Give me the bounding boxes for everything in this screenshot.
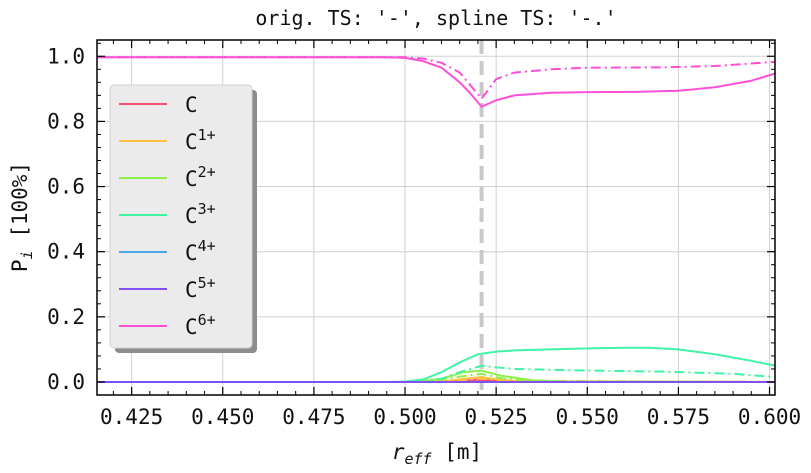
tick-labels: 0.425 0.450 0.475 0.500 0.525 0.550 0.575 0.600… [47,44,801,429]
legend-label: C4+ [185,237,216,265]
ticks [97,40,775,396]
x-tick-label: 0.575 [647,405,710,429]
x-tick-label: 0.525 [465,405,528,429]
y-tick-label: 0.0 [47,370,85,394]
x-tick-label: 0.600 [738,405,801,429]
x-tick-label: 0.450 [191,405,254,429]
x-tick-label: 0.425 [100,405,163,429]
legend-label: C [185,93,198,117]
series-c6plus-spline-line [97,56,775,100]
x-tick-label: 0.475 [282,405,345,429]
series-c6plus-orig-line [97,56,775,108]
y-tick-label: 1.0 [47,44,85,68]
y-tick-label: 0.2 [47,305,85,329]
plot-frame [96,39,776,396]
x-axis-label: reff [m] [392,440,482,468]
x-tick-label: 0.550 [556,405,619,429]
legend-label: C1+ [185,126,216,154]
legend-box [109,84,253,349]
chart-title: orig. TS: '-', spline TS: '-.' [255,6,616,30]
legend-label: C3+ [185,200,216,228]
y-tick-label: 0.6 [47,175,85,199]
series-c3plus-spline-line [97,364,775,383]
x-tick-label: 0.500 [373,405,436,429]
legend-entries: C C1+ C2+ C3+ C4+ C5+ C6+ [119,93,216,339]
y-axis-label: Pi [100%] [8,162,36,272]
legend-label: C5+ [185,274,216,302]
y-tick-label: 0.4 [47,240,85,264]
legend-label: C6+ [185,311,216,339]
series-layer [97,56,775,383]
legend-label: C2+ [185,163,216,191]
legend: C C1+ C2+ C3+ C4+ C5+ C6+ [109,84,257,353]
y-tick-label: 0.8 [47,109,85,133]
series-c3plus-orig-line [97,346,775,383]
